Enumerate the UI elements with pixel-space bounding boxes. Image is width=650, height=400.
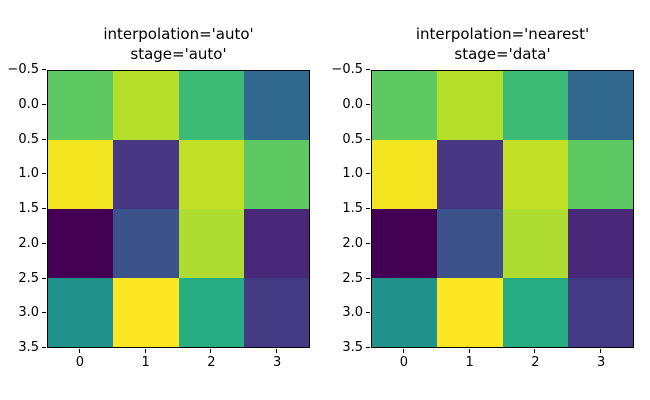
- heatmap-cell-r0c0: [372, 71, 438, 140]
- subplot-title-auto: interpolation='auto' stage='auto': [47, 25, 310, 64]
- x-tick-label: 0: [75, 355, 85, 370]
- y-tick-label: 1.5: [18, 201, 39, 216]
- heatmap-cell-r2c1: [113, 209, 179, 278]
- y-tick-label: 1.0: [342, 166, 363, 182]
- heatmap-cell-r3c3: [567, 278, 633, 347]
- y-tick-label: 2.0: [18, 235, 39, 251]
- heatmap-cell-r1c0: [372, 140, 438, 209]
- heatmap-cell-r1c0: [48, 140, 114, 209]
- y-tick-label: 3.5: [342, 340, 363, 355]
- heatmap-cell-r2c3: [567, 209, 633, 278]
- y-tick-mark: [366, 242, 370, 244]
- y-tick-label: −0.5: [331, 62, 363, 77]
- y-tick-mark: [42, 347, 46, 348]
- title-line-1: interpolation='nearest': [415, 25, 590, 43]
- x-tick-mark: [600, 349, 602, 353]
- y-tick-mark: [366, 208, 370, 209]
- heatmap-cell-r0c0: [48, 71, 114, 140]
- x-tick-mark: [210, 349, 212, 353]
- y-tick-mark: [366, 277, 370, 279]
- heatmap-cell-r2c2: [178, 209, 244, 278]
- y-tick-mark: [42, 173, 46, 175]
- x-tick-mark: [534, 349, 536, 353]
- x-tick-label: 3: [596, 355, 606, 370]
- y-tick-mark: [42, 312, 46, 314]
- heatmap-cell-r0c3: [567, 71, 633, 140]
- x-tick-mark: [78, 349, 80, 353]
- title-line-1: interpolation='auto': [103, 25, 254, 43]
- heatmap-cell-r2c0: [48, 209, 114, 278]
- x-tick-mark: [144, 349, 146, 353]
- x-tick-mark: [402, 349, 404, 353]
- heatmap-cell-r1c1: [113, 140, 179, 209]
- heatmap-cell-r3c2: [502, 278, 568, 347]
- y-tick-mark: [42, 242, 46, 244]
- heatmap-cell-r2c3: [243, 209, 309, 278]
- y-tick-label: 0.0: [342, 96, 363, 112]
- heatmap-cell-r1c1: [437, 140, 503, 209]
- heatmap-cell-r0c2: [178, 71, 244, 140]
- y-tick-label: 1.5: [342, 201, 363, 216]
- x-tick-label: 3: [272, 355, 282, 370]
- title-line-2: stage='auto': [130, 44, 227, 63]
- y-tick-label: 0.0: [18, 96, 39, 112]
- heatmap-cell-r1c2: [502, 140, 568, 209]
- y-tick-label: 2.5: [18, 270, 39, 286]
- heatmap-cell-r3c1: [437, 278, 503, 347]
- y-tick-label: −0.5: [7, 62, 39, 77]
- heatmap-cell-r2c1: [437, 209, 503, 278]
- x-tick-label: 1: [141, 355, 150, 370]
- y-tick-mark: [42, 69, 46, 70]
- y-tick-label: 0.5: [18, 131, 39, 147]
- y-tick-label: 1.0: [18, 166, 39, 182]
- title-line-2: stage='data': [454, 44, 551, 63]
- y-tick-mark: [366, 69, 370, 70]
- heatmap-cell-r1c3: [567, 140, 633, 209]
- y-tick-mark: [366, 103, 370, 105]
- heatmap-cell-r0c2: [502, 71, 568, 140]
- y-tick-label: 0.5: [342, 131, 363, 147]
- subplot-auto: interpolation='auto' stage='auto' −0.5 0.0…: [7, 25, 310, 370]
- heatmap-nearest: [371, 70, 634, 348]
- y-tick-mark: [366, 138, 370, 140]
- heatmap-cell-r3c2: [178, 278, 244, 347]
- subplot-title-nearest: interpolation='nearest' stage='data': [371, 25, 634, 64]
- y-tick-mark: [42, 103, 46, 105]
- heatmap-cell-r0c3: [243, 71, 309, 140]
- heatmap-cell-r3c0: [372, 278, 438, 347]
- y-tick-label: 3.0: [18, 305, 39, 321]
- x-tick-mark: [276, 349, 278, 353]
- y-tick-label: 3.0: [342, 305, 363, 321]
- x-tick-label: 1: [465, 355, 474, 370]
- heatmap-cell-r2c0: [372, 209, 438, 278]
- heatmap-cell-r3c1: [113, 278, 179, 347]
- y-tick-mark: [42, 138, 46, 140]
- heatmap-cell-r2c2: [502, 209, 568, 278]
- y-tick-mark: [366, 347, 370, 348]
- x-tick-mark: [468, 349, 470, 353]
- y-tick-label: 3.5: [18, 340, 39, 355]
- x-tick-label: 2: [531, 355, 540, 370]
- y-tick-mark: [42, 208, 46, 209]
- y-tick-mark: [42, 277, 46, 279]
- heatmap-cell-r3c0: [48, 278, 114, 347]
- heatmap-cell-r1c3: [243, 140, 309, 209]
- y-tick-mark: [366, 173, 370, 175]
- heatmap-cell-r3c3: [243, 278, 309, 347]
- x-tick-label: 0: [399, 355, 409, 370]
- subplot-nearest: interpolation='nearest' stage='data' −0.5…: [331, 25, 634, 370]
- heatmap-cell-r0c1: [113, 71, 179, 140]
- heatmap-auto: [47, 70, 310, 348]
- y-tick-label: 2.0: [342, 235, 363, 251]
- x-tick-label: 2: [207, 355, 216, 370]
- heatmap-cell-r0c1: [437, 71, 503, 140]
- y-tick-mark: [366, 312, 370, 314]
- y-tick-label: 2.5: [342, 270, 363, 286]
- heatmap-cell-r1c2: [178, 140, 244, 209]
